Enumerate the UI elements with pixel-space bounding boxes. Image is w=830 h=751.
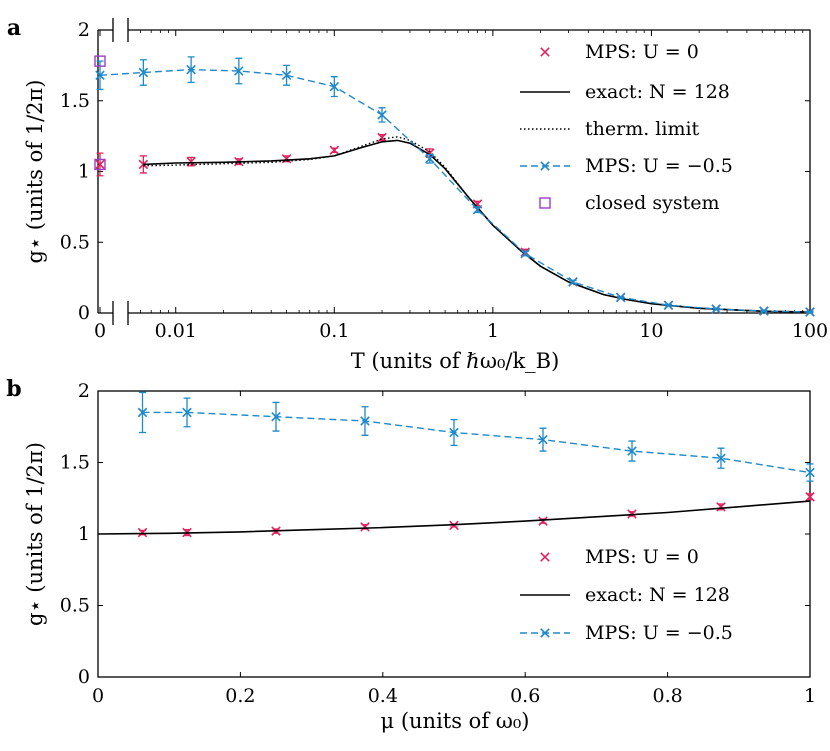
legend-marker	[540, 161, 550, 171]
data-point	[663, 300, 674, 310]
data-point	[281, 70, 292, 81]
data-point	[538, 516, 548, 526]
data-point	[95, 70, 105, 81]
series-exact-n-128	[143, 139, 811, 313]
legend-marker	[540, 552, 550, 562]
panel-a: 0 0.5 1 1.5 2 0 0.01 0.1 1 10 100 MPS: U = 0 exact: …	[7, 15, 828, 373]
data-point	[137, 407, 148, 418]
x-tick-label: 0.1	[319, 320, 349, 342]
data-point	[329, 81, 340, 92]
data-point	[138, 67, 149, 78]
y-tick-label: 0.5	[60, 595, 90, 617]
data-point	[627, 446, 637, 456]
legend-label: closed system	[585, 192, 719, 214]
y-tick-label: 1	[78, 523, 90, 545]
data-point	[377, 132, 387, 143]
panel-b: 0 0.5 1 1.5 2 0 0.2 0.4 0.6 0.8 1 MPS: U = 0 exact: …	[6, 376, 816, 733]
data-point	[805, 467, 815, 478]
legend-marker	[540, 628, 550, 638]
data-point	[716, 502, 726, 512]
y-tick-label: 0.5	[60, 231, 90, 253]
x-tick-label: 0.6	[510, 685, 540, 707]
y-axis-label: g⋆ (units of 1/2π)	[23, 80, 47, 264]
data-point	[360, 522, 370, 532]
legend: MPS: U = 0 exact: N = 128 therm. limit MPS:…	[520, 41, 733, 214]
data-point	[538, 434, 548, 445]
series-line	[97, 500, 811, 535]
legend-label: exact: N = 128	[585, 81, 730, 103]
data-point	[360, 416, 370, 426]
x-tick-label: 1	[804, 685, 816, 707]
data-point	[186, 64, 196, 75]
data-point	[520, 248, 530, 259]
y-tick-label: 1.5	[60, 452, 90, 474]
x-tick-label: 1	[487, 320, 499, 342]
data-point	[449, 427, 459, 438]
data-point	[234, 66, 244, 76]
data-point	[568, 277, 578, 287]
x-tick-label: 10	[639, 320, 663, 342]
panel-label: b	[6, 376, 21, 402]
legend-label: MPS: U = −0.5	[585, 155, 733, 177]
x-axis-label: T (units of ℏω₀/k_B)	[351, 349, 560, 373]
x-axis-label: μ (units of ω₀)	[381, 709, 530, 733]
x-tick-label: 0	[92, 685, 104, 707]
data-point	[138, 159, 149, 170]
x-tick-label: 0.8	[652, 685, 682, 707]
data-point	[805, 492, 815, 502]
series-exact-n-128	[97, 500, 811, 535]
legend-label: MPS: U = 0	[585, 546, 699, 568]
y-tick-label: 0	[78, 666, 90, 688]
data-point	[94, 55, 106, 67]
legend: MPS: U = 0 exact: N = 128 MPS: U = −0.5	[520, 546, 733, 644]
data-point	[716, 453, 726, 463]
data-point	[759, 306, 769, 316]
series-line	[143, 139, 811, 313]
data-point	[182, 407, 192, 418]
data-point	[271, 411, 281, 422]
x-tick-label: 100	[792, 320, 828, 342]
x-tick-label: 0.4	[368, 685, 398, 707]
legend-label: exact: N = 128	[585, 584, 730, 606]
legend-label: MPS: U = −0.5	[585, 622, 733, 644]
series-mps-u-0	[137, 492, 815, 538]
panel-label: a	[7, 15, 21, 41]
y-tick-label: 2	[78, 380, 90, 402]
y-tick-label: 0	[78, 302, 90, 324]
series-mps-u-0-5	[95, 56, 815, 317]
data-point	[472, 204, 483, 215]
data-point	[94, 158, 106, 171]
data-point	[95, 159, 105, 170]
series-mps-u-0-5	[137, 391, 815, 482]
y-tick-label: 1.5	[60, 90, 90, 112]
data-point	[711, 304, 721, 314]
x-tick-label: 0	[94, 320, 106, 342]
data-point	[615, 292, 626, 303]
data-point	[137, 527, 148, 538]
y-tick-label: 2	[78, 19, 90, 41]
legend-label: MPS: U = 0	[585, 41, 699, 63]
y-tick-label: 1	[78, 161, 90, 183]
data-point	[425, 153, 435, 164]
x-tick-label: 0.01	[155, 320, 197, 342]
series-line	[99, 68, 811, 313]
data-point	[805, 307, 815, 317]
series-line	[142, 411, 811, 474]
series-closed-system	[94, 55, 106, 171]
data-point	[377, 110, 387, 120]
legend-label: therm. limit	[585, 118, 700, 140]
legend-marker	[539, 197, 551, 209]
legend-marker	[540, 47, 550, 57]
x-tick-label: 0.2	[225, 685, 255, 707]
data-point	[329, 145, 340, 156]
y-axis-label: g⋆ (units of 1/2π)	[23, 442, 47, 626]
